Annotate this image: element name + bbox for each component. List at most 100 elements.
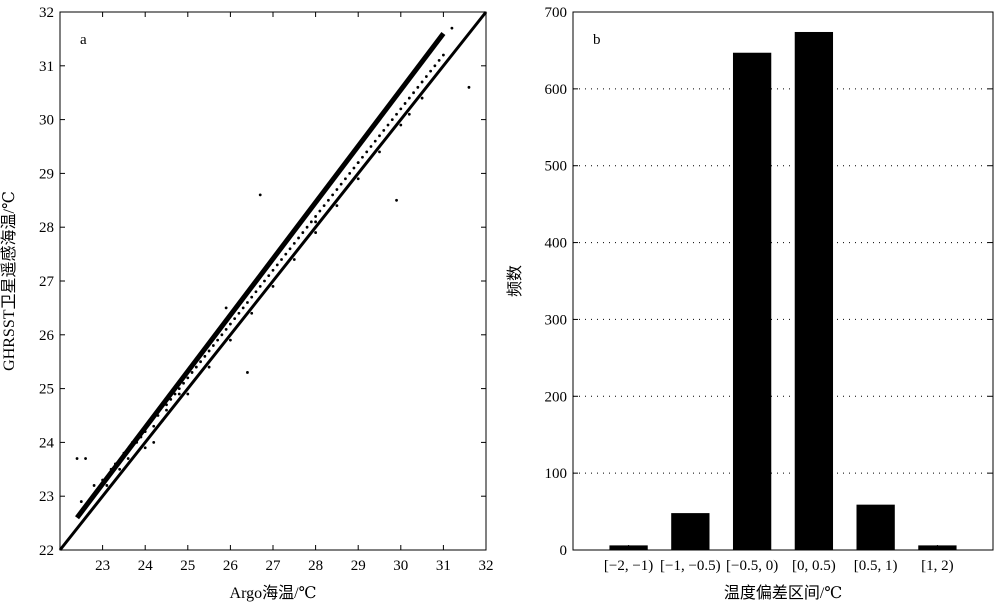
scatter-point [382,128,386,132]
x-tick-label: [−1, −0.5) [660,558,721,574]
x-tick-label: [0, 0.5) [792,558,836,574]
scatter-point [292,258,296,261]
x-tick-label: [1, 2) [921,558,954,574]
scatter-point [331,193,335,197]
scatter-point [407,112,411,116]
y-tick-label: 700 [545,5,568,21]
scatter-point [92,484,96,487]
scatter-point [395,112,398,116]
scatter-point [314,220,317,224]
scatter-point [429,69,433,73]
scatter-point [378,150,381,154]
scatter-point [356,161,360,165]
scatter-point [229,338,232,342]
scatter-point [416,85,420,89]
scatter-point [314,231,317,234]
x-tick-label: 26 [223,558,239,574]
scatter-point [322,204,326,208]
scatter-point [207,349,211,353]
y-tick-label: 200 [545,389,568,405]
panel-b-plot-frame [572,11,994,551]
scatter-point [284,252,288,256]
y-tick-label: 600 [545,82,568,98]
scatter-point [386,123,390,127]
scatter-point [450,26,454,30]
x-tick-label: 24 [138,558,154,574]
panel-a-lines [58,11,488,551]
reference-line-1to1 [58,11,488,551]
panel-a-x-axis-label: Argo海温/℃ [230,584,317,602]
scatter-point [326,198,330,202]
scatter-point [390,118,394,121]
x-tick-label: 25 [180,558,195,574]
scatter-point [143,446,147,450]
scatter-point [297,236,300,240]
scatter-point [356,177,360,181]
scatter-point [203,354,207,358]
panel-b-y-axis-label: 频数 [506,265,524,297]
panel-b-y-ticks: 0 100 200 300 400 500 600 700 [545,5,993,559]
scatter-point [241,306,245,310]
scatter-point [165,408,168,412]
scatter-point [118,467,122,471]
y-tick-label: 100 [545,466,568,482]
panel-a-scatter-chart: 23 24 25 26 27 28 29 30 31 32 22 23 24 25 26 27 28 29 30 3… [0,5,494,602]
scatter-point [365,150,369,154]
x-tick-label: [−0.5, 0) [726,558,778,574]
panel-b-x-axis-label: 温度偏差区间/℃ [724,584,842,602]
scatter-point [258,284,262,288]
x-tick-label: 30 [393,558,408,574]
scatter-point [399,123,403,127]
scatter-point [280,258,283,261]
scatter-point [271,284,275,288]
scatter-point [237,311,241,315]
y-tick-label: 27 [39,274,55,290]
scatter-point [335,188,339,191]
x-tick-label: 32 [479,558,494,574]
scatter-point [378,134,381,138]
scatter-point [339,182,343,186]
scatter-point [352,166,356,170]
scatter-point [309,220,313,224]
scatter-point [229,322,232,326]
y-tick-label: 32 [39,5,54,21]
scatter-point [314,215,317,218]
panel-a-y-axis-label: GHRSST卫星遥感海温/℃ [0,191,18,371]
scatter-point [271,268,275,272]
scatter-point [424,75,428,78]
scatter-point [335,204,339,208]
scatter-point [177,392,181,396]
panel-b-bar-chart: [−2, −1) [−1, −0.5) [−0.5, 0) [0, 0.5) [0.5,… [506,5,994,602]
x-tick-label: [−2, −1) [604,558,653,574]
y-tick-label: 29 [39,166,54,182]
scatter-point [467,85,471,89]
panel-b-label: b [593,32,601,48]
y-tick-label: 31 [39,59,54,75]
panel-a-x-ticks: 23 24 25 26 27 28 29 30 31 32 [95,12,494,574]
x-tick-label: 31 [436,558,451,574]
scatter-point [369,145,373,148]
x-tick-label: 23 [95,558,110,574]
scatter-point [361,155,364,159]
scatter-point [442,53,445,57]
y-tick-label: 30 [39,113,54,129]
scatter-point [186,392,190,396]
scatter-point [75,457,79,460]
scatter-point [84,457,87,460]
scatter-point [152,441,156,444]
panel-a-y-ticks: 22 23 24 25 26 27 28 29 30 31 32 [39,5,486,559]
scatter-point [233,317,237,321]
scatter-point [395,198,398,202]
y-tick-label: 0 [560,543,568,559]
y-tick-label: 24 [39,435,55,451]
bar [794,31,834,551]
scatter-point [186,376,190,380]
y-tick-label: 23 [39,489,54,505]
scatter-point [275,263,279,267]
scatter-point [105,484,109,487]
y-tick-label: 400 [545,236,568,252]
bar [671,513,710,550]
scatter-point [177,387,181,390]
scatter-point [318,209,322,213]
